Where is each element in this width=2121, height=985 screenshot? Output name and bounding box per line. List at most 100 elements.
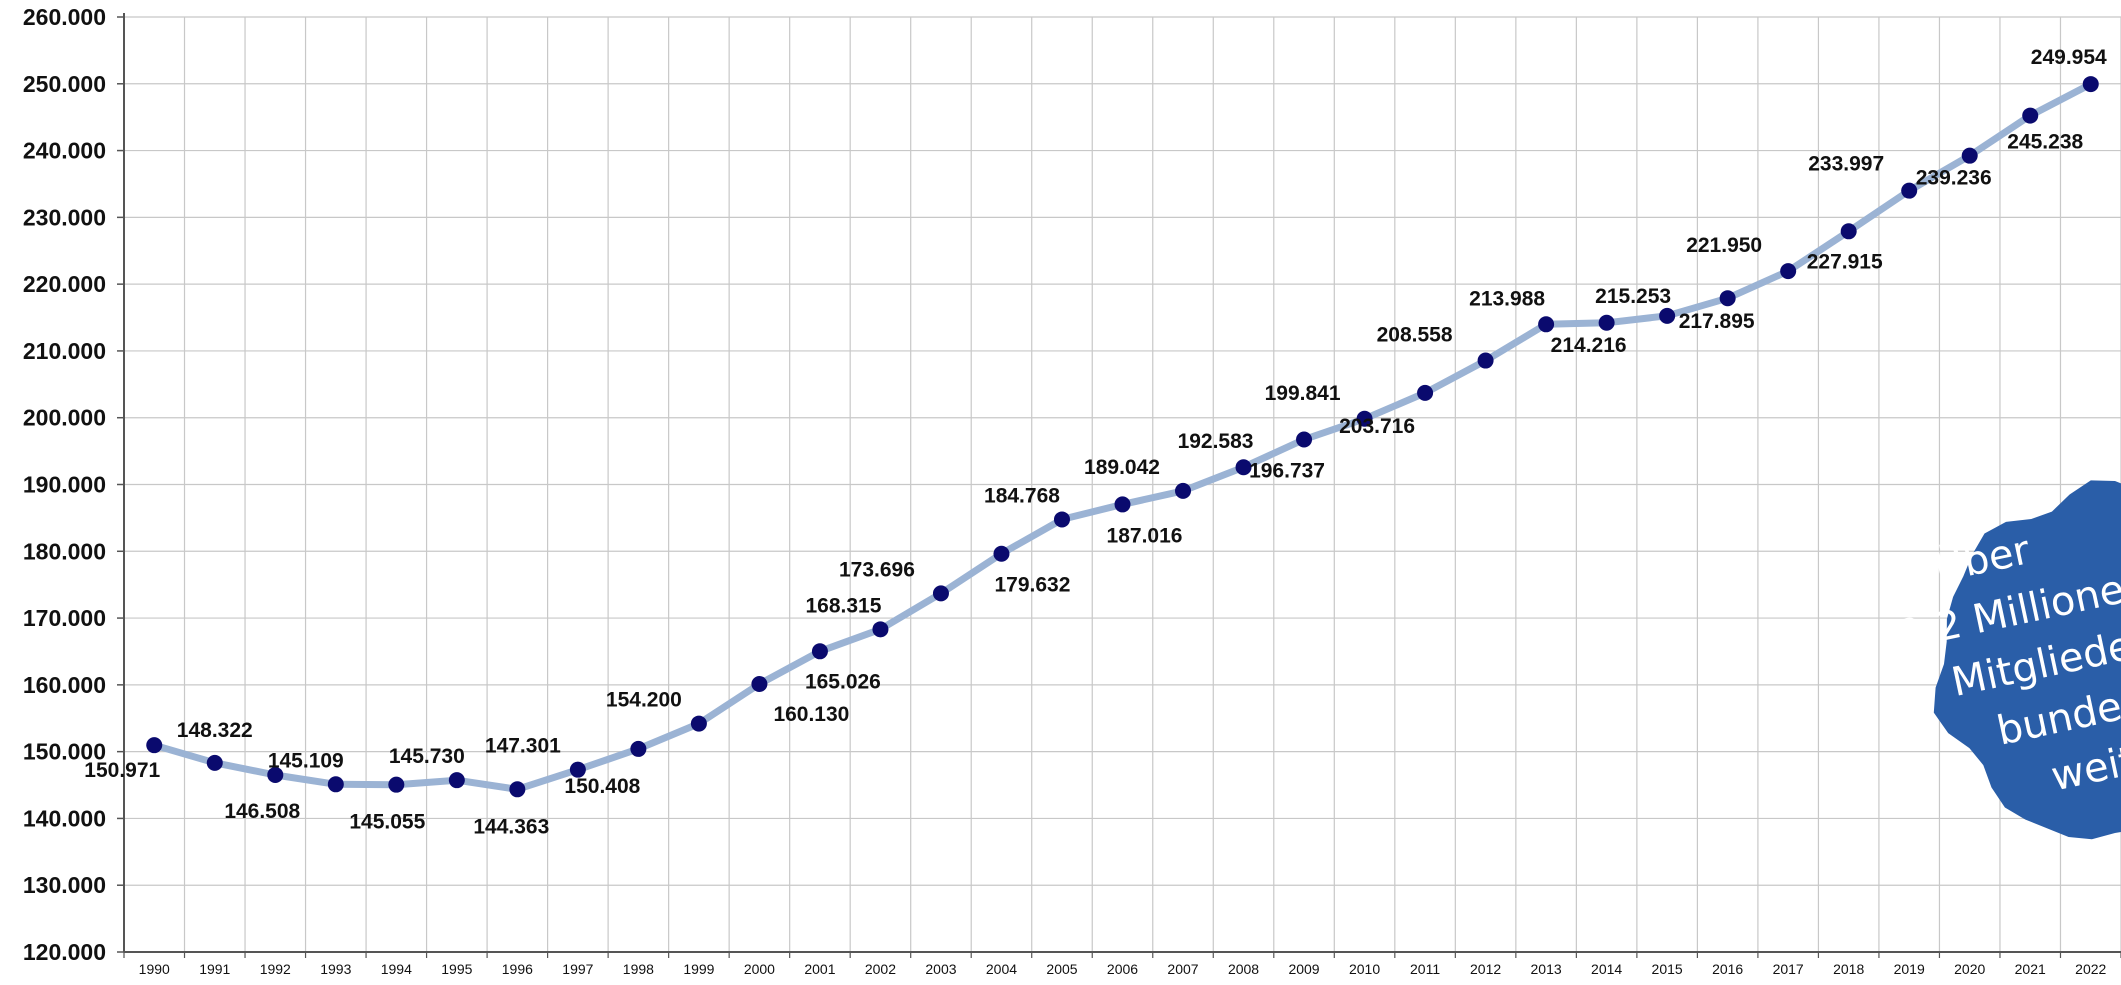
x-tick-label: 1991 [199,961,230,977]
data-label: 214.216 [1551,334,1627,357]
data-label: 203.716 [1339,415,1415,438]
data-point-marker [630,740,647,757]
data-label: 145.055 [349,811,425,834]
data-label: 150.408 [564,775,640,798]
data-point-marker [811,643,828,660]
data-label: 165.026 [805,670,881,693]
x-tick-label: 1990 [139,961,170,977]
data-label: 208.558 [1377,324,1453,347]
data-label: 144.363 [473,815,549,838]
data-point-marker [388,776,405,793]
data-label: 147.301 [485,735,561,758]
x-tick-label: 1993 [320,961,351,977]
x-tick-label: 2015 [1652,961,1683,977]
data-label: 173.696 [839,558,915,581]
data-point-marker [1477,352,1494,369]
data-point-marker [327,776,344,793]
data-point-marker [1780,263,1797,280]
data-label: 221.950 [1686,234,1762,257]
x-tick-label: 2013 [1531,961,1562,977]
data-label: 215.253 [1595,285,1671,308]
data-point-marker [569,761,586,778]
data-label: 199.841 [1265,382,1341,405]
x-tick-label: 2019 [1894,961,1925,977]
data-point-marker [1356,410,1373,427]
data-point-marker [509,781,526,798]
data-label: 154.200 [606,689,682,712]
data-point-marker [146,737,163,754]
data-point-marker [1114,496,1131,513]
x-tick-label: 1997 [562,961,593,977]
data-point-marker [1538,316,1555,333]
data-label: 168.315 [805,594,881,617]
data-point-marker [1175,482,1192,499]
x-tick-label: 2012 [1470,961,1501,977]
x-tick-label: 2021 [2015,961,2046,977]
x-tick-label: 2020 [1954,961,1985,977]
y-tick-label: 130.000 [23,872,106,898]
data-point-marker [1053,511,1070,528]
x-tick-label: 2007 [1167,961,1198,977]
x-tick-label: 2004 [986,961,1017,977]
y-tick-label: 200.000 [23,405,106,431]
x-tick-label: 2003 [925,961,956,977]
data-label: 184.768 [984,484,1060,507]
data-point-marker [690,715,707,732]
data-label: 245.238 [2007,131,2083,154]
data-point-marker [1961,147,1978,164]
data-label: 179.632 [995,574,1071,597]
data-point-marker [1840,223,1857,240]
data-point-marker [872,621,889,638]
data-point-marker [1659,307,1676,324]
data-labels: 150.971 148.322 146.508 145.109 145.055 145.7… [84,46,2107,838]
y-tick-label: 250.000 [23,71,106,97]
data-label: 192.583 [1178,430,1254,453]
data-label: 217.895 [1679,310,1755,333]
y-tick-label: 150.000 [23,739,106,765]
x-tick-label: 2002 [865,961,896,977]
data-point-marker [1719,290,1736,307]
x-tick-label: 2000 [744,961,775,977]
y-tick-label: 120.000 [23,939,106,965]
data-label: 187.016 [1107,524,1183,547]
data-point-marker [1417,384,1434,401]
x-tick-label: 2010 [1349,961,1380,977]
x-tick-label: 2022 [2075,961,2106,977]
data-label: 196.737 [1249,460,1325,483]
x-tick-label: 2018 [1833,961,1864,977]
series-markers [146,76,2099,798]
x-tick-label: 2011 [1410,961,1440,977]
x-tick-label: 2014 [1591,961,1622,977]
data-point-marker [1235,459,1252,476]
data-label: 148.322 [177,719,253,742]
x-tick-label: 1998 [623,961,654,977]
x-axis-ticks: 1990 1991 1992 1993 1994 1995 1996 1997 1998 1999… [139,961,2107,977]
data-label: 150.971 [84,759,160,782]
y-tick-label: 180.000 [23,538,106,564]
data-label: 213.988 [1469,287,1545,310]
x-tick-label: 2006 [1107,961,1138,977]
grid-layer [123,16,2121,953]
series-line [150,80,2095,793]
data-point-marker [993,545,1010,562]
x-tick-label: 1999 [683,961,714,977]
x-tick-label: 1994 [381,961,412,977]
x-tick-label: 2009 [1288,961,1319,977]
data-point-marker [448,772,465,789]
data-point-marker [1901,182,1918,199]
y-tick-label: 160.000 [23,672,106,698]
data-label: 160.130 [773,703,849,726]
data-label: 227.915 [1807,250,1883,273]
data-label: 189.042 [1084,456,1160,479]
x-tick-label: 2008 [1228,961,1259,977]
y-tick-label: 230.000 [23,204,106,230]
x-tick-label: 2016 [1712,961,1743,977]
data-point-marker [206,754,223,771]
data-label: 239.236 [1916,167,1992,190]
y-tick-label: 210.000 [23,338,106,364]
x-tick-label: 1995 [441,961,472,977]
data-point-marker [1598,314,1615,331]
